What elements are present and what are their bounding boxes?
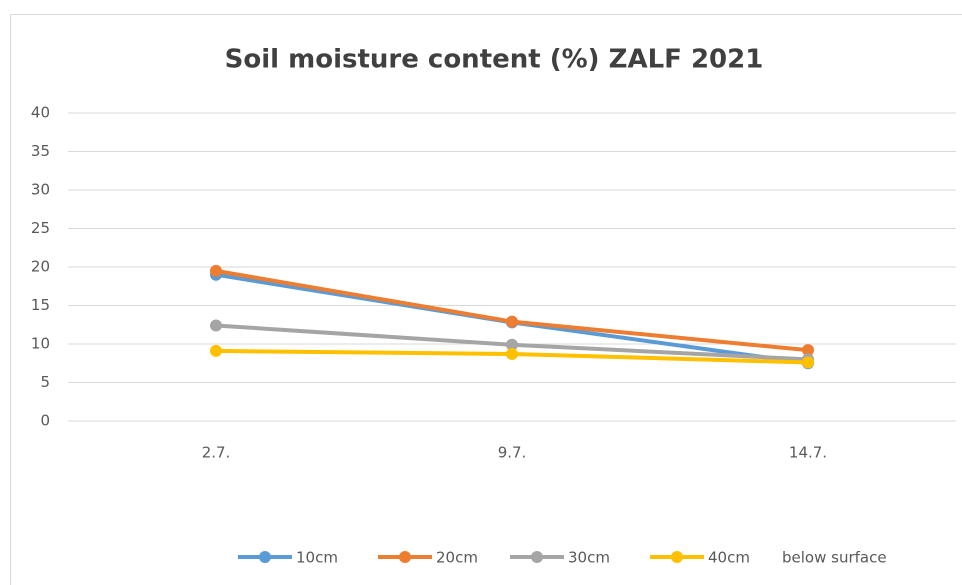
data-point [802, 356, 814, 369]
data-point [506, 338, 518, 351]
legend-label: 40cm [708, 549, 750, 567]
legend-label: 20cm [436, 549, 478, 567]
legend-note: below surface [782, 549, 887, 567]
y-tick-label: 20 [31, 258, 50, 276]
y-tick-label: 10 [31, 335, 50, 353]
y-tick-label: 25 [31, 219, 50, 237]
data-point [210, 319, 222, 332]
x-tick-label: 9.7. [498, 444, 527, 462]
data-point [210, 344, 222, 357]
y-tick-label: 40 [31, 104, 50, 122]
legend-label: 30cm [568, 549, 610, 567]
data-point [210, 264, 222, 277]
legend-marker [399, 551, 411, 563]
y-tick-label: 35 [31, 142, 50, 160]
legend-marker [531, 551, 543, 563]
y-tick-label: 0 [40, 412, 50, 430]
data-point [802, 344, 814, 357]
chart-title: Soil moisture content (%) ZALF 2021 [225, 45, 764, 75]
x-tick-label: 2.7. [202, 444, 231, 462]
y-tick-label: 15 [31, 296, 50, 314]
y-tick-label: 5 [40, 373, 50, 391]
data-point [506, 348, 518, 361]
legend-marker [671, 551, 683, 563]
chart-frame [10, 14, 962, 585]
legend-label: 10cm [296, 549, 338, 567]
y-tick-label: 30 [31, 181, 50, 199]
data-point [506, 315, 518, 328]
x-tick-label: 14.7. [789, 444, 827, 462]
legend-marker [259, 551, 271, 563]
